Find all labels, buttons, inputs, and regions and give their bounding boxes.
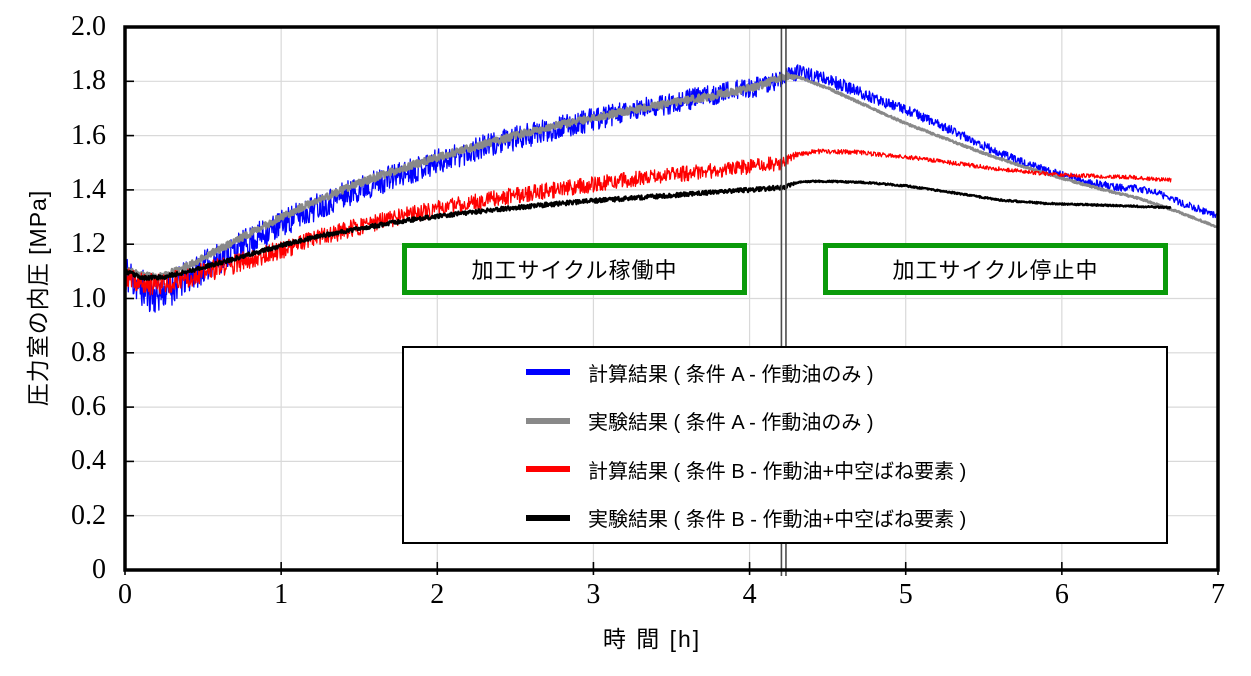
y-tick-label: 2.0 (71, 11, 106, 42)
x-tick-label: 1 (274, 579, 289, 610)
y-tick-label: 0.4 (71, 445, 106, 477)
y-tick-label: 0.2 (71, 499, 106, 531)
legend-item: 計算結果 ( 条件 A - 作動油のみ ) (526, 358, 1166, 387)
annotation-operating-label: 加工サイクル稼働中 (471, 258, 678, 283)
legend-item: 計算結果 ( 条件 B - 作動油+中空ばね要素 ) (526, 455, 1166, 484)
y-tick-label: 1.2 (71, 228, 106, 260)
x-tick-label: 2 (430, 579, 445, 610)
legend-item: 実験結果 ( 条件 A - 作動油のみ ) (526, 406, 1166, 435)
y-tick-label: 0.6 (71, 391, 106, 423)
legend-label: 計算結果 ( 条件 B - 作動油+中空ばね要素 ) (588, 460, 967, 483)
legend-label: 計算結果 ( 条件 A - 作動油のみ ) (588, 363, 874, 386)
legend-swatch (526, 466, 570, 473)
y-tick-label: 1.8 (71, 65, 106, 97)
legend-swatch (526, 514, 570, 521)
legend-label: 実験結果 ( 条件 A - 作動油のみ ) (588, 412, 874, 435)
legend-label: 実験結果 ( 条件 B - 作動油+中空ばね要素 ) (588, 509, 967, 532)
x-tick-label: 3 (586, 579, 601, 610)
x-tick-label: 7 (1211, 579, 1225, 610)
x-axis-title: 時 間 [h] (602, 626, 702, 652)
series-line (124, 71, 1219, 282)
y-tick-label: 0.8 (71, 336, 106, 368)
y-tick-label: 1.6 (71, 119, 106, 151)
annotation-stopped-box: 加工サイクル停止中 (823, 243, 1168, 295)
x-tick-label: 4 (742, 579, 757, 610)
series-line (124, 64, 1219, 313)
x-tick-label: 6 (1054, 579, 1069, 610)
x-tick-label: 5 (898, 579, 913, 610)
series-line (123, 179, 1172, 281)
legend-swatch (526, 369, 570, 376)
y-tick-label: 1.4 (71, 173, 106, 205)
x-tick-label: 0 (118, 579, 132, 610)
series-line (124, 148, 1172, 296)
annotation-operating-box: 加工サイクル稼働中 (402, 243, 747, 295)
legend-item: 実験結果 ( 条件 B - 作動油+中空ばね要素 ) (526, 503, 1166, 532)
y-tick-label: 0 (92, 554, 106, 585)
annotation-stopped-label: 加工サイクル停止中 (892, 258, 1099, 283)
y-tick-label: 1.0 (71, 282, 106, 314)
legend-box: 計算結果 ( 条件 A - 作動油のみ ) 実験結果 ( 条件 A - 作動油のみ… (402, 346, 1168, 544)
legend-swatch (526, 417, 570, 424)
